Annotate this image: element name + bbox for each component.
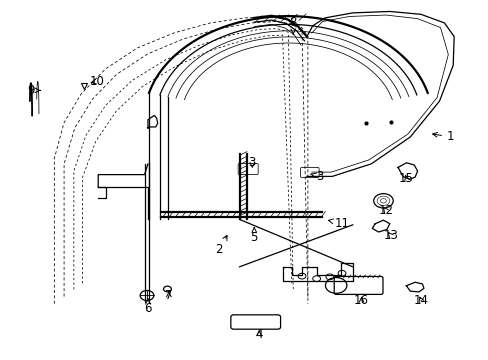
Text: 10: 10	[90, 75, 104, 88]
FancyBboxPatch shape	[333, 276, 382, 294]
Text: 8: 8	[289, 16, 296, 34]
Text: 7: 7	[165, 289, 172, 302]
Text: 12: 12	[378, 204, 393, 217]
Text: 13: 13	[383, 229, 397, 242]
Text: 5: 5	[250, 228, 257, 244]
Text: 11: 11	[328, 216, 349, 230]
Text: 2: 2	[215, 235, 226, 256]
Text: 16: 16	[353, 294, 368, 307]
FancyBboxPatch shape	[230, 315, 280, 329]
Text: 9: 9	[27, 84, 40, 97]
FancyBboxPatch shape	[238, 163, 258, 175]
FancyBboxPatch shape	[300, 167, 319, 177]
Text: 1: 1	[432, 130, 453, 144]
Text: 3: 3	[248, 156, 255, 169]
Text: 14: 14	[413, 294, 428, 307]
Text: 3: 3	[310, 170, 323, 183]
Text: 4: 4	[255, 328, 263, 341]
Text: 15: 15	[398, 172, 413, 185]
Text: 6: 6	[144, 299, 151, 315]
